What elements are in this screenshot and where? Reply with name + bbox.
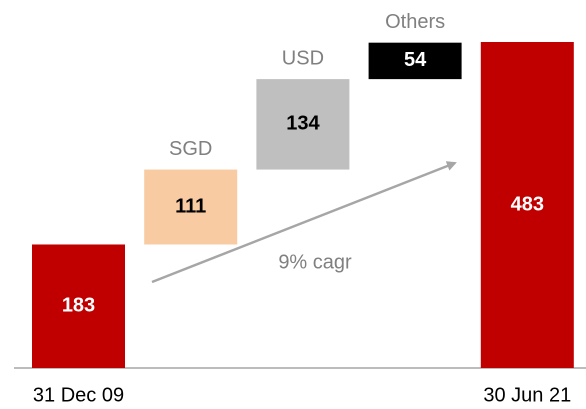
value-label: 54 (404, 49, 427, 71)
x-tick-label: 31 Dec 09 (33, 384, 124, 406)
trend-arrow (151, 161, 457, 284)
bar (144, 169, 238, 245)
bar (480, 42, 574, 368)
bar (368, 42, 462, 80)
value-label: 183 (62, 295, 95, 317)
category-label: SGD (169, 138, 212, 160)
value-label: 134 (286, 113, 320, 135)
bar (256, 79, 350, 170)
category-label: USD (282, 47, 324, 69)
x-tick-label: 30 Jun 21 (483, 384, 571, 406)
value-label: 483 (511, 193, 544, 215)
category-label: Others (385, 11, 445, 33)
value-label: 111 (175, 195, 206, 217)
annotation: 9% cagr (278, 251, 352, 273)
bar (32, 244, 125, 368)
